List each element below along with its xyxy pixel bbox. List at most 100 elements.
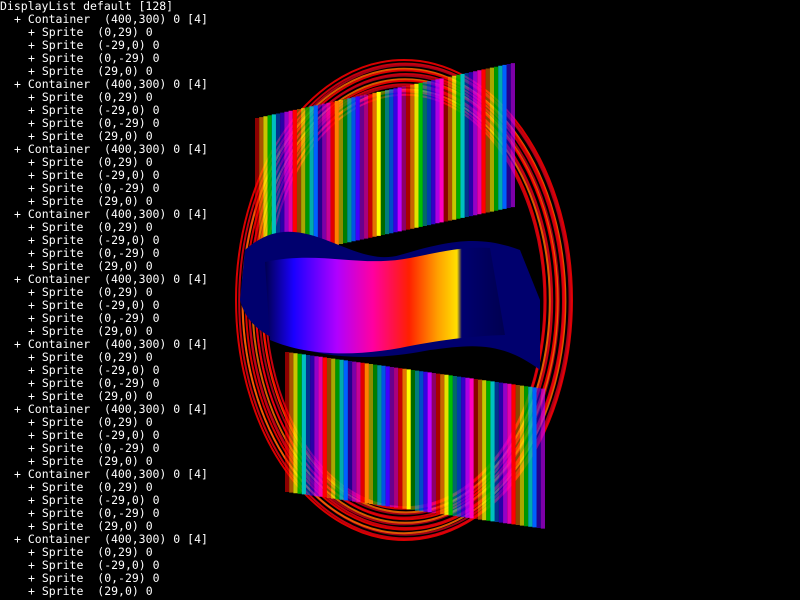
rainbow-stripe	[460, 73, 465, 218]
rainbow-stripe	[318, 356, 323, 497]
rainbow-stripe	[364, 363, 369, 504]
rainbow-stripe	[381, 365, 386, 506]
rainbow-stripe	[322, 103, 327, 248]
rainbow-stripe	[482, 380, 487, 521]
rainbow-stripe	[330, 101, 335, 246]
rainbow-stripe	[339, 359, 344, 500]
sprite-entry: + Sprite (0,-29) 0	[28, 376, 160, 390]
rainbow-stripe	[377, 365, 382, 506]
sprite-entry: + Sprite (0,-29) 0	[28, 246, 160, 260]
rainbow-stripe	[515, 385, 520, 525]
orbit-ring	[235, 59, 573, 541]
rainbow-stripe	[447, 76, 453, 221]
rainbow-stripe	[410, 370, 415, 510]
rainbow-stripe	[452, 376, 457, 516]
rainbow-stripe	[406, 369, 411, 510]
sprite-entry: + Sprite (-29,0) 0	[28, 233, 160, 247]
rainbow-stripe	[423, 371, 428, 512]
rainbow-stripe	[410, 84, 415, 229]
rainbow-stripe	[507, 383, 512, 524]
sprite-entry: + Sprite (0,29) 0	[28, 285, 153, 299]
sprite-entry: + Sprite (29,0) 0	[28, 64, 153, 78]
rainbow-stripe	[439, 78, 444, 223]
rainbow-stripe	[338, 100, 344, 244]
rainbow-stripe	[352, 361, 357, 502]
rainbow-stripe	[259, 117, 264, 262]
sprite-entry: + Sprite (29,0) 0	[28, 389, 153, 403]
rainbow-stripe	[494, 66, 499, 211]
sprite-entry: + Sprite (0,-29) 0	[28, 311, 160, 325]
rainbow-stripe	[431, 80, 436, 225]
rainbow-stripe	[528, 386, 533, 527]
rainbow-stripe	[435, 79, 440, 224]
rainbow-stripe	[469, 378, 474, 519]
rainbow-stripe	[435, 373, 441, 514]
rainbow-stripe	[427, 372, 432, 513]
rainbow-stripe	[490, 381, 495, 522]
rainbow-stripe	[502, 64, 507, 209]
rainbow-stripe	[364, 94, 369, 239]
sprite-entry: + Sprite (0,29) 0	[28, 350, 153, 364]
container-entry: + Container (400,300) 0 [4]	[14, 337, 208, 351]
rainbow-stripe	[468, 72, 474, 217]
rainbow-stripe	[359, 95, 365, 240]
rainbow-stripe	[263, 116, 268, 261]
rainbow-stripe	[271, 114, 276, 259]
sprite-entry: + Sprite (0,-29) 0	[28, 441, 160, 455]
rainbow-band-center	[265, 247, 505, 354]
rainbow-stripe	[372, 92, 377, 237]
rainbow-stripe	[296, 109, 302, 253]
rainbow-stripe	[444, 374, 449, 515]
orbit-ring	[238, 62, 572, 540]
rainbow-stripe	[393, 88, 398, 233]
rainbow-stripe	[326, 358, 332, 498]
rainbow-stripe-panel-bottom	[285, 352, 545, 529]
sprite-entry: + Sprite (-29,0) 0	[28, 298, 160, 312]
rainbow-stripe	[498, 65, 503, 210]
rainbow-stripe	[397, 87, 402, 232]
rainbow-stripe	[456, 376, 462, 517]
rainbow-stripe	[422, 82, 427, 226]
rainbow-stripe	[310, 355, 315, 496]
sprite-entry: + Sprite (0,-29) 0	[28, 181, 160, 195]
rainbow-stripe	[426, 81, 432, 226]
rainbow-stripe	[313, 105, 318, 250]
rainbow-stripe	[284, 111, 289, 256]
rainbow-stripe-panel-top	[255, 63, 515, 262]
sprite-entry: + Sprite (-29,0) 0	[28, 38, 160, 52]
rainbow-stripe	[292, 109, 297, 254]
rainbow-stripe	[389, 367, 395, 507]
rainbow-stripe	[356, 362, 361, 503]
rainbow-stripe	[489, 67, 495, 212]
rainbow-stripe	[322, 357, 327, 498]
rainbow-stripe	[267, 115, 272, 260]
rainbow-stripe	[368, 93, 373, 238]
rainbow-stripe	[540, 388, 545, 529]
sprite-entry: + Sprite (-29,0) 0	[28, 558, 160, 572]
sprite-entry: + Sprite (29,0) 0	[28, 519, 153, 533]
sprite-entry: + Sprite (0,29) 0	[28, 545, 153, 559]
sprite-entry: + Sprite (0,29) 0	[28, 90, 153, 104]
sprite-entry: + Sprite (-29,0) 0	[28, 363, 160, 377]
sprite-entry: + Sprite (-29,0) 0	[28, 493, 160, 507]
rainbow-stripe	[389, 89, 394, 234]
rainbow-stripe	[285, 352, 290, 492]
rainbow-stripe	[532, 387, 537, 528]
rainbow-stripe	[402, 368, 407, 509]
rainbow-stripe	[288, 110, 293, 255]
rainbow-stripe	[464, 73, 469, 217]
rainbow-stripe	[347, 361, 353, 501]
rainbow-stripe	[394, 367, 399, 508]
rainbow-stripe	[385, 90, 390, 235]
sprite-entry: + Sprite (0,-29) 0	[28, 506, 160, 520]
rainbow-stripe	[305, 355, 311, 495]
rainbow-stripe	[401, 86, 406, 231]
rainbow-stripe	[536, 388, 541, 528]
rainbow-stripe	[331, 358, 336, 499]
rainbow-stripe	[355, 96, 360, 241]
rainbow-stripe	[280, 112, 285, 257]
rainbow-stripe	[440, 374, 445, 515]
rainbow-stripe	[376, 91, 381, 236]
sprite-entry: + Sprite (0,29) 0	[28, 25, 153, 39]
